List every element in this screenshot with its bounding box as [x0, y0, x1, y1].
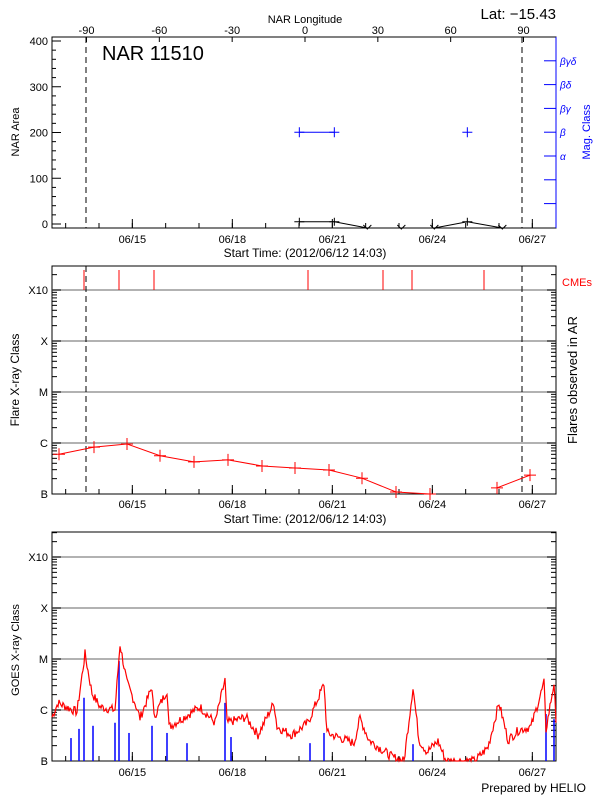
area-point: [462, 217, 473, 226]
panel2-ylabel: Flare X-ray Class: [8, 334, 22, 427]
flare-point: [390, 485, 402, 498]
area-point: [329, 217, 340, 226]
y-tick-label: X10: [28, 552, 48, 564]
longitude-tick-label: 90: [517, 25, 529, 37]
mag-class-tick-label: β: [559, 128, 566, 139]
mag-class-point: [329, 127, 340, 138]
flare-point: [289, 461, 301, 474]
panel2-frame: [51, 265, 557, 495]
latitude-label: Lat: −15.43: [481, 6, 556, 23]
y-tick-label: X: [41, 603, 49, 615]
x-tick-label: 06/21: [319, 499, 347, 511]
mag-class-tick-label: βγ: [559, 104, 572, 115]
y-tick-label: C: [40, 438, 48, 450]
panel3-frame: [51, 531, 557, 762]
x-tick-label: 06/27: [519, 234, 547, 246]
y-tick-label: 300: [30, 82, 48, 94]
y-tick-label: M: [39, 654, 48, 666]
mag-class-tick-label: α: [560, 152, 566, 163]
flare-point: [121, 438, 133, 451]
x-tick-label: 06/18: [219, 499, 247, 511]
x-tick-label: 06/24: [419, 767, 447, 779]
flare-point: [424, 488, 436, 500]
flare-point: [491, 481, 503, 494]
flare-line: [496, 474, 531, 489]
flare-point: [88, 441, 100, 454]
y-tick-label: X10: [28, 285, 48, 297]
y-tick-label: B: [41, 756, 48, 768]
panel1-ylabel: NAR Area: [10, 107, 22, 157]
goes-long-line: [51, 646, 557, 763]
area-point: [294, 217, 305, 226]
y-tick-label: X: [41, 336, 49, 348]
longitude-tick-label: -30: [224, 25, 240, 37]
y-tick-label: C: [40, 705, 48, 717]
y-tick-label: 100: [30, 173, 48, 185]
panel2-xlabel: Start Time: (2012/06/12 14:03): [224, 512, 387, 526]
area-point-below-threshold: [396, 224, 406, 230]
longitude-tick-label: -90: [79, 25, 95, 37]
x-tick-label: 06/24: [419, 499, 447, 511]
longitude-tick-label: 60: [445, 25, 457, 37]
footer-credit: Prepared by HELIO: [481, 781, 586, 795]
y-tick-label: 400: [30, 36, 48, 48]
mag-class-point: [462, 127, 473, 138]
area-point-below-threshold: [497, 224, 507, 230]
x-tick-label: 06/27: [519, 767, 547, 779]
x-tick-label: 06/15: [119, 499, 147, 511]
y-tick-label: 200: [30, 128, 48, 140]
top-axis-label: NAR Longitude: [268, 14, 343, 26]
area-point-below-threshold: [362, 224, 372, 230]
x-tick-label: 06/18: [219, 767, 247, 779]
mag-class-label: Mag. Class: [581, 104, 593, 160]
mag-class-tick-label: βδ: [559, 81, 572, 92]
y-tick-label: B: [41, 489, 48, 501]
cme-label: CMEs: [562, 277, 592, 289]
y-tick-label: 0: [42, 219, 48, 231]
panel2-right-label: Flares observed in AR: [565, 316, 580, 444]
panel1-xlabel: Start Time: (2012/06/12 14:03): [224, 246, 387, 260]
x-tick-label: 06/21: [319, 767, 347, 779]
flare-point: [323, 464, 335, 477]
longitude-tick-label: 0: [302, 25, 308, 37]
x-tick-label: 06/18: [219, 234, 247, 246]
longitude-tick-label: 30: [372, 25, 384, 37]
x-tick-label: 06/15: [119, 234, 147, 246]
flare-point: [188, 455, 200, 468]
longitude-tick-label: -60: [151, 25, 167, 37]
x-tick-label: 06/15: [119, 767, 147, 779]
x-tick-label: 06/24: [419, 234, 447, 246]
mag-class-point: [294, 127, 305, 138]
region-title: NAR 11510: [102, 43, 204, 65]
flare-point: [53, 448, 65, 461]
x-tick-label: 06/21: [319, 234, 347, 246]
area-point-below-threshold: [429, 224, 439, 230]
y-tick-label: M: [39, 387, 48, 399]
flare-point: [154, 449, 166, 462]
flare-line: [58, 443, 431, 495]
flare-point: [256, 459, 268, 472]
flare-point: [356, 472, 368, 485]
x-tick-label: 06/27: [519, 499, 547, 511]
flare-point: [222, 453, 234, 466]
panel3-ylabel: GOES X-ray Class: [10, 604, 22, 696]
flare-point: [524, 469, 536, 482]
mag-class-tick-label: βγδ: [559, 57, 577, 68]
